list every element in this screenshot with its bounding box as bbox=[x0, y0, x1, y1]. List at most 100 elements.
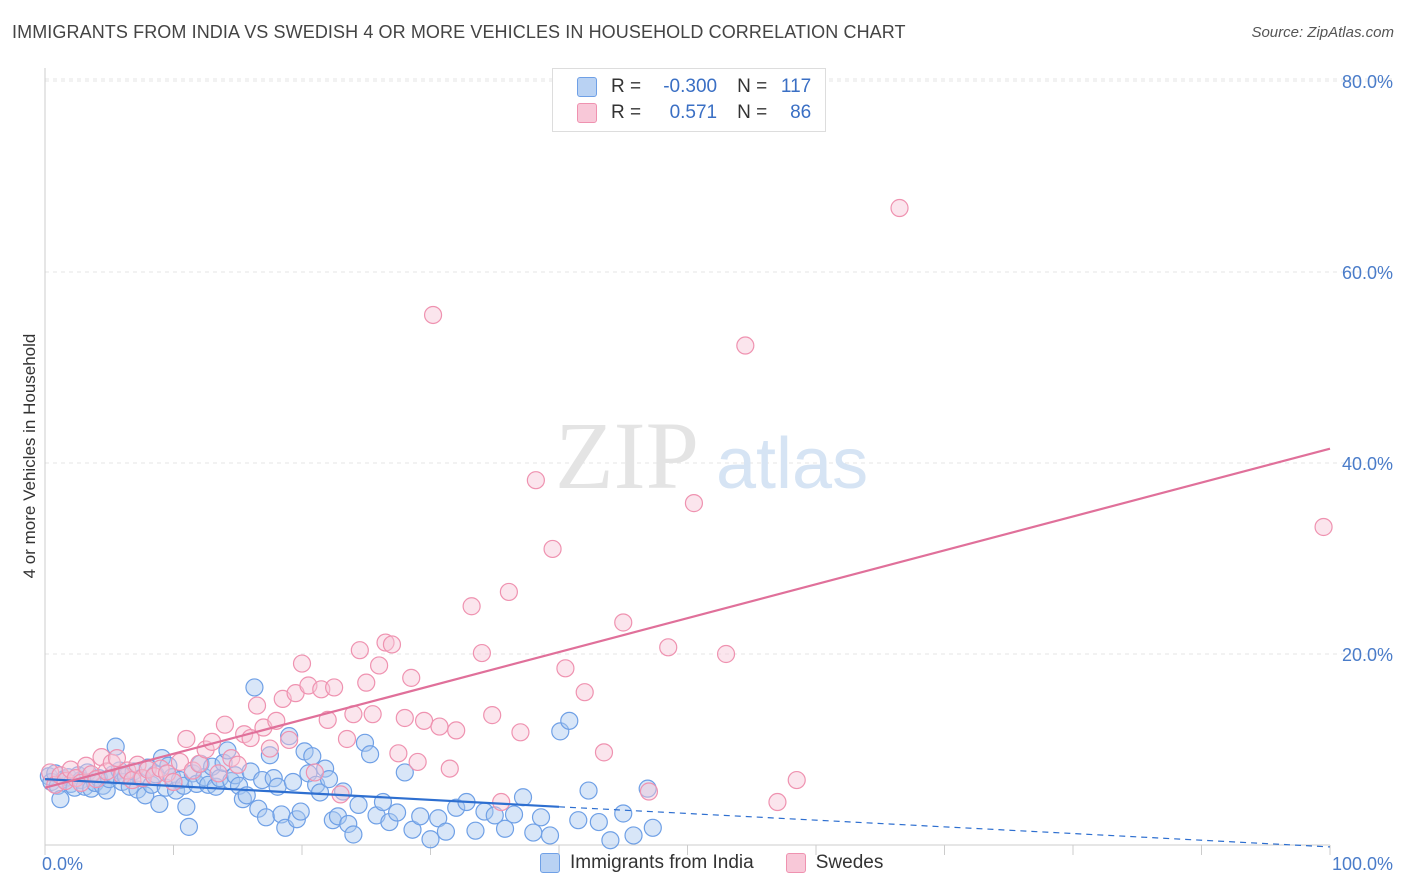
swedes-point bbox=[382, 635, 402, 654]
swedes-point bbox=[556, 659, 575, 678]
swedes-point bbox=[222, 748, 241, 768]
legend-row-swedes: R = 0.571 N = 86 bbox=[577, 100, 811, 126]
swedes-point bbox=[337, 729, 357, 749]
swedes-point bbox=[92, 748, 111, 767]
india-point bbox=[601, 831, 620, 850]
n-value: 86 bbox=[790, 102, 812, 123]
india-point bbox=[436, 822, 456, 841]
swedes-point bbox=[357, 673, 376, 692]
legend-item-swedes[interactable]: Swedes bbox=[785, 852, 884, 874]
swedes-point bbox=[350, 641, 369, 660]
swedes-point bbox=[292, 654, 312, 673]
swedes-point bbox=[890, 198, 909, 218]
x-tick-label: 0.0% bbox=[42, 854, 83, 874]
india-point bbox=[540, 826, 560, 845]
legend-item-india[interactable]: Immigrants from India bbox=[540, 852, 754, 874]
india-point bbox=[253, 770, 272, 790]
trend-lines bbox=[44, 447, 1331, 848]
india-point bbox=[264, 769, 283, 788]
chart-source: Source: ZipAtlas.com bbox=[1251, 24, 1394, 41]
series-legend: Immigrants from India Swedes bbox=[540, 852, 915, 874]
india-point bbox=[380, 812, 399, 832]
swedes-point bbox=[462, 597, 481, 616]
india-point bbox=[560, 711, 579, 730]
india-point bbox=[256, 808, 276, 827]
n-label: N = bbox=[737, 102, 768, 123]
india-point bbox=[643, 818, 662, 837]
r-label: R = bbox=[611, 76, 642, 97]
swedes-point bbox=[395, 708, 414, 728]
swedes-point bbox=[575, 683, 594, 702]
swedes-point bbox=[430, 717, 449, 736]
swedes-point bbox=[787, 770, 806, 790]
swedes-point bbox=[61, 760, 80, 779]
swedes-point bbox=[472, 643, 491, 663]
chart-title: IMMIGRANTS FROM INDIA VS SWEDISH 4 OR MO… bbox=[12, 22, 906, 42]
x-tick-label: 100.0% bbox=[1332, 854, 1393, 874]
legend-label-swedes: Swedes bbox=[815, 852, 884, 873]
india-point bbox=[51, 790, 70, 809]
swedes-point bbox=[483, 706, 502, 725]
india-point bbox=[513, 788, 533, 807]
india-point bbox=[328, 807, 348, 826]
y-axis-title: 4 or more Vehicles in Household bbox=[20, 334, 39, 579]
swedes-point bbox=[492, 792, 511, 812]
swedes-point bbox=[389, 744, 408, 763]
legend-row-india: R = -0.300 N = 117 bbox=[577, 74, 811, 100]
india-point bbox=[411, 807, 430, 826]
india-point bbox=[344, 825, 363, 844]
swedes-point bbox=[526, 471, 545, 490]
swedes-point bbox=[716, 644, 736, 664]
axes bbox=[44, 68, 1331, 855]
swedes-trend-line bbox=[44, 447, 1331, 789]
india-point bbox=[349, 795, 368, 814]
swedes-swatch-icon bbox=[577, 103, 597, 123]
india-point bbox=[355, 733, 375, 752]
n-value: 117 bbox=[780, 76, 812, 97]
swedes-point bbox=[408, 752, 427, 772]
india-swatch-icon bbox=[577, 77, 597, 97]
swedes-point bbox=[543, 539, 562, 559]
india-point bbox=[421, 830, 440, 849]
india-point bbox=[387, 803, 407, 822]
swedes-point bbox=[370, 656, 389, 675]
india-point bbox=[291, 802, 310, 821]
swedes-point bbox=[768, 792, 787, 812]
swedes-point bbox=[594, 743, 614, 762]
india-point bbox=[531, 808, 551, 827]
swedes-point bbox=[423, 305, 443, 325]
india-point bbox=[280, 727, 299, 746]
r-value: -0.300 bbox=[663, 76, 718, 97]
correlation-legend: R = -0.300 N = 117 R = 0.571 N = 86 bbox=[552, 68, 826, 132]
india-point bbox=[447, 798, 466, 817]
india-point bbox=[316, 759, 335, 778]
swedes-point bbox=[107, 748, 127, 768]
swedes-point bbox=[639, 782, 659, 801]
india-point bbox=[624, 826, 643, 845]
r-label: R = bbox=[611, 102, 642, 123]
india-point bbox=[283, 772, 303, 792]
swedes-point bbox=[614, 613, 633, 632]
n-label: N = bbox=[737, 76, 768, 97]
swedes-point bbox=[499, 582, 518, 602]
india-point bbox=[339, 814, 358, 834]
india-point bbox=[260, 746, 279, 765]
swedes-point bbox=[177, 729, 196, 749]
swedes-point bbox=[280, 730, 299, 750]
india-point bbox=[245, 678, 264, 697]
legend-label-india: Immigrants from India bbox=[570, 852, 754, 873]
y-tick-label: 20.0% bbox=[1342, 645, 1393, 665]
india-point bbox=[403, 820, 422, 839]
india-point bbox=[466, 821, 485, 840]
y-tick-label: 60.0% bbox=[1342, 263, 1393, 283]
india-point bbox=[504, 805, 524, 824]
swedes-point bbox=[447, 721, 466, 740]
india-point bbox=[429, 809, 448, 828]
india-point bbox=[524, 823, 543, 842]
india-point bbox=[361, 745, 380, 764]
gridlines bbox=[45, 78, 1392, 655]
tick-labels: 20.0% 40.0% 60.0% 80.0% 0.0% 100.0% bbox=[42, 72, 1393, 874]
swedes-point bbox=[215, 715, 234, 734]
watermark: ZIP atlas bbox=[555, 402, 868, 509]
